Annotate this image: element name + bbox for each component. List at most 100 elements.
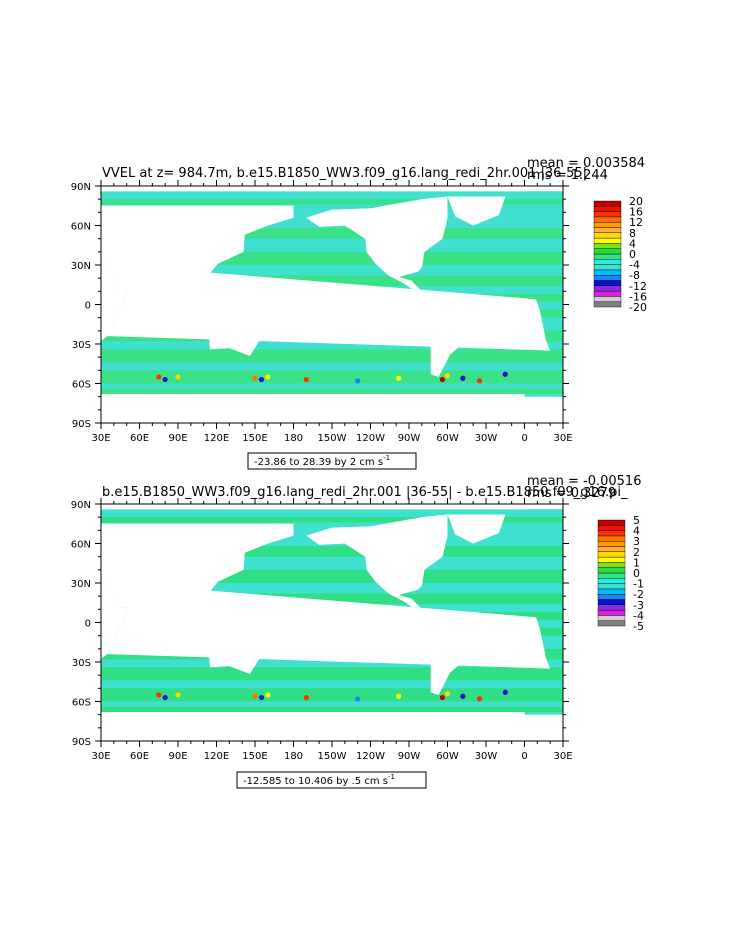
panel-2-x-tick-label: 30E <box>91 751 110 762</box>
panel-1-x-tick-label: 180 <box>284 433 303 444</box>
panel-1-y-tick-label: 90S <box>72 419 91 430</box>
panel-2-eddy-10 <box>476 696 483 702</box>
panel-2-colorbar-swatch <box>597 562 626 568</box>
panel-1-colorbar-swatch <box>593 280 622 287</box>
panel-2-colorbar-label: -1 <box>633 578 644 591</box>
panel-2-band-1 <box>101 546 563 557</box>
panel-1-colorbar-swatch <box>593 237 622 244</box>
panel-2-colorbar-swatch <box>597 535 626 542</box>
panel-1-colorbar-label: 8 <box>629 227 636 240</box>
panel-2-band-3 <box>101 593 563 605</box>
panel-1-y-ticks: 90N 60N 30N 0 30S 60S 90S <box>71 182 91 430</box>
panel-2-eddy-4 <box>258 694 265 701</box>
panel-2-x-tick-label: 150W <box>318 751 347 762</box>
panel-2-eddy-12 <box>396 693 402 699</box>
panel-2: b.e15.B1850_WW3.f09_g16.lang_redi_2hr.00… <box>62 474 644 789</box>
panel-1-eddy-2 <box>175 374 181 380</box>
panel-1-y-tick-label: 90N <box>71 182 91 193</box>
panel-1-land-wrap-7 <box>62 186 525 192</box>
panel-2-colorbar-swatch <box>597 546 626 553</box>
panel-2-x-tick-label: 0 <box>521 751 527 762</box>
panel-1-y-tick-label: 0 <box>85 301 91 312</box>
panel-1-colorbar-swatch <box>593 253 622 260</box>
panel-2-x-tick-label: 90W <box>398 751 421 762</box>
panel-1-x-tick-label: 30W <box>475 433 498 444</box>
panel-1-eddy-3 <box>252 375 258 381</box>
panel-1-colorbar-swatch <box>593 269 622 276</box>
panel-1-x-ticks: 30E 60E 90E 120E 150E 180 150W 120W 90W 60W 30W 0 30… <box>91 433 572 444</box>
panel-1-range-box <box>247 452 417 470</box>
panel-1-band-3 <box>101 275 563 287</box>
panel-1-x-tick-label: 90E <box>168 433 187 444</box>
panel-2-colorbar-swatch <box>597 525 626 531</box>
panel-1-band-8 <box>101 370 563 384</box>
panel-2-eddy-5 <box>265 692 271 698</box>
panel-1-colorbar-label: 0 <box>629 248 636 261</box>
panel-1-colorbar-swatch <box>593 290 622 297</box>
panel-1-colorbar-label: 12 <box>629 216 643 229</box>
panel-1-band-0 <box>101 199 563 205</box>
panel-1-x-tick-label: 150E <box>242 433 267 444</box>
panel-2-title: b.e15.B1850_WW3.f09_g16.lang_redi_2hr.00… <box>102 485 628 500</box>
panel-2-colorbar-label: 2 <box>633 546 640 559</box>
panel-2-colorbar-label: -3 <box>633 599 644 612</box>
panel-2-x-tick-label: 60W <box>436 751 459 762</box>
panel-1-eddy-1 <box>162 376 168 383</box>
panel-1-colorbar-swatch <box>593 232 622 239</box>
panel-1-title: VVEL at z= 984.7m, b.e15.B1850_WW3.f09_g… <box>102 166 587 181</box>
panel-2-colorbar-label: 4 <box>633 525 640 538</box>
panel-2-colorbar-swatch <box>597 594 626 600</box>
panel-1-rms: rms = 1.244 <box>527 168 608 183</box>
panel-2-colorbar-swatch <box>597 609 626 616</box>
panel-2-x-tick-label: 180 <box>284 751 303 762</box>
panel-2-mean: mean = -0.00516 <box>527 474 641 489</box>
panel-1-colorbar-swatch <box>593 285 622 292</box>
panel-1-band-9 <box>101 388 563 395</box>
panel-2-eddy-11 <box>502 689 508 695</box>
panel-2-y-tick-label: 30N <box>71 579 91 590</box>
panel-2-colorbar-swatch <box>597 615 626 621</box>
panel-1-colorbar-swatch <box>593 200 622 207</box>
panel-2-x-tick-label: 120E <box>204 751 229 762</box>
panel-2-colorbar-swatch <box>597 567 626 574</box>
panel-2-land-wrap-7 <box>62 504 525 510</box>
panel-1-land-wrap-2 <box>184 297 261 356</box>
panel-2-y-ticks: 90N 60N 30N 0 30S 60S 90S <box>71 500 91 748</box>
panel-1-eddy-10 <box>476 378 483 384</box>
panel-2-axes <box>95 498 569 747</box>
panel-2-x-tick-label: 150E <box>242 751 267 762</box>
panel-2-colorbar-label: -5 <box>633 620 644 633</box>
panel-1-colorbar-label: -8 <box>629 269 640 282</box>
panel-1-band-7 <box>101 349 563 363</box>
panel-1-colorbar-label: -12 <box>629 280 647 293</box>
panel-1-eddy-6 <box>303 376 309 383</box>
panel-2-colorbar-swatch <box>597 541 626 547</box>
panel-1-colorbar-swatch <box>593 296 622 302</box>
panel-2-colorbar-swatch <box>597 604 626 611</box>
panel-1-band-1 <box>101 228 563 239</box>
panel-2-colorbar-swatch <box>597 572 626 579</box>
panel-2-rms: rms = 0.3279 <box>527 486 616 501</box>
panel-1-colorbar-label: 16 <box>629 206 643 219</box>
panel-2-colorbar-swatch <box>597 620 626 627</box>
panel-1-x-tick-label: 90W <box>398 433 421 444</box>
panel-2-colorbar-label: -4 <box>633 609 644 622</box>
panel-2-x-ticks: 30E 60E 90E 120E 150E 180 150W 120W 90W 60W 30W 0 30… <box>91 751 572 762</box>
panel-1-colorbar-label: 20 <box>629 195 643 208</box>
panel-1-colorbar-swatch <box>593 216 622 223</box>
panel-1-colorbar-swatch <box>593 227 622 234</box>
panel-2-band-8 <box>101 688 563 702</box>
panel-2-land-wrap-4 <box>306 514 448 612</box>
panel-2-x-tick-label: 30E <box>553 751 572 762</box>
panel-2-x-tick-label: 30W <box>475 751 498 762</box>
panel-2-colorbar-swatch <box>597 530 626 537</box>
panel-2-colorbar-label: 5 <box>633 514 640 527</box>
panel-1-colorbar-label: 4 <box>629 237 636 250</box>
panel-2-colorbar-label: 3 <box>633 535 640 548</box>
panel-2-eddy-3 <box>252 693 258 699</box>
panel-1-range-label: -23.86 to 28.39 by 2 cm s-1 <box>254 454 390 468</box>
panel-2-colorbar-swatch <box>597 578 626 584</box>
panel-1-x-tick-label: 60W <box>436 433 459 444</box>
